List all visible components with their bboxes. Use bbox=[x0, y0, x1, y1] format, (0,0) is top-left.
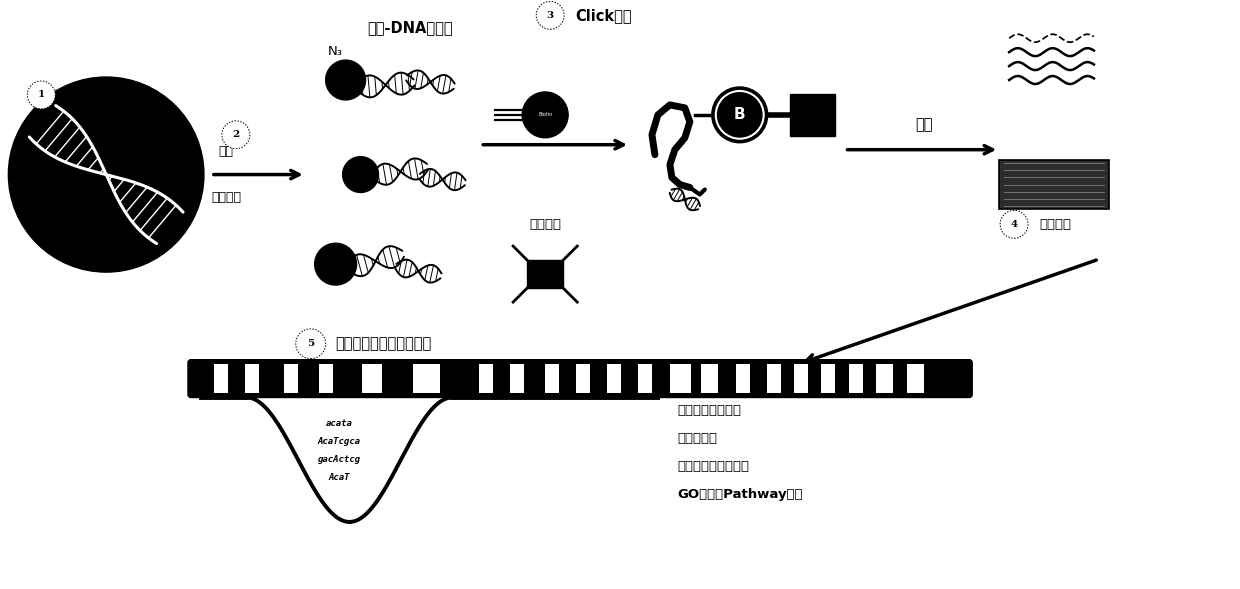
Text: acata: acata bbox=[326, 419, 353, 428]
Text: 超声断裂: 超声断裂 bbox=[211, 191, 241, 204]
Text: Biotin: Biotin bbox=[538, 112, 552, 117]
Text: 亲和沉淀: 亲和沉淀 bbox=[529, 218, 562, 231]
FancyBboxPatch shape bbox=[527, 260, 563, 288]
Text: 2: 2 bbox=[232, 130, 239, 139]
Bar bbox=[546, 364, 559, 393]
Text: 比对原始序列到参考基因: 比对原始序列到参考基因 bbox=[336, 336, 432, 351]
Bar bbox=[608, 364, 621, 393]
Text: 5: 5 bbox=[308, 339, 314, 348]
Circle shape bbox=[536, 1, 564, 29]
Text: 靶基因分析: 靶基因分析 bbox=[678, 432, 718, 445]
Text: 裂解: 裂解 bbox=[218, 145, 233, 158]
Text: Click反应: Click反应 bbox=[575, 8, 631, 23]
Text: N₃: N₃ bbox=[329, 45, 343, 58]
Bar bbox=[362, 364, 382, 393]
Circle shape bbox=[342, 157, 378, 193]
Text: 纯化: 纯化 bbox=[915, 117, 932, 133]
Bar bbox=[735, 364, 750, 393]
Text: AcaT: AcaT bbox=[329, 473, 350, 482]
Bar bbox=[639, 364, 652, 393]
Text: GO注释、Pathway分析: GO注释、Pathway分析 bbox=[678, 488, 804, 501]
Circle shape bbox=[27, 81, 56, 109]
Bar bbox=[413, 364, 440, 393]
Bar bbox=[320, 364, 334, 393]
Circle shape bbox=[1001, 210, 1028, 239]
Text: 原始序列分布分析: 原始序列分布分析 bbox=[678, 405, 742, 418]
Bar bbox=[215, 364, 228, 393]
Text: 蛋白-DNA复合物: 蛋白-DNA复合物 bbox=[367, 20, 454, 35]
Circle shape bbox=[712, 87, 768, 143]
Bar bbox=[766, 364, 781, 393]
Bar bbox=[701, 364, 718, 393]
Text: gacActcg: gacActcg bbox=[317, 455, 361, 464]
Bar bbox=[821, 364, 836, 393]
Circle shape bbox=[326, 60, 366, 100]
Circle shape bbox=[295, 329, 326, 359]
FancyBboxPatch shape bbox=[188, 360, 972, 398]
Bar bbox=[284, 364, 299, 393]
Bar bbox=[577, 364, 590, 393]
FancyBboxPatch shape bbox=[790, 94, 835, 135]
Bar bbox=[875, 364, 893, 393]
Text: AcaTcgca: AcaTcgca bbox=[317, 437, 361, 446]
Circle shape bbox=[9, 77, 203, 272]
Bar bbox=[510, 364, 525, 393]
Bar bbox=[999, 160, 1109, 210]
Text: 4: 4 bbox=[1011, 220, 1018, 229]
Circle shape bbox=[522, 92, 568, 138]
Circle shape bbox=[315, 243, 357, 285]
Text: 1: 1 bbox=[37, 91, 45, 100]
Bar bbox=[794, 364, 808, 393]
Text: 3: 3 bbox=[547, 11, 554, 20]
Bar bbox=[479, 364, 494, 393]
Circle shape bbox=[222, 121, 249, 148]
Bar bbox=[670, 364, 692, 393]
Text: B: B bbox=[734, 107, 745, 123]
Bar bbox=[246, 364, 259, 393]
Text: 二代测序: 二代测序 bbox=[1039, 218, 1071, 231]
Bar bbox=[906, 364, 924, 393]
Bar bbox=[848, 364, 863, 393]
Text: 结合位点的模体分析: 结合位点的模体分析 bbox=[678, 460, 750, 473]
